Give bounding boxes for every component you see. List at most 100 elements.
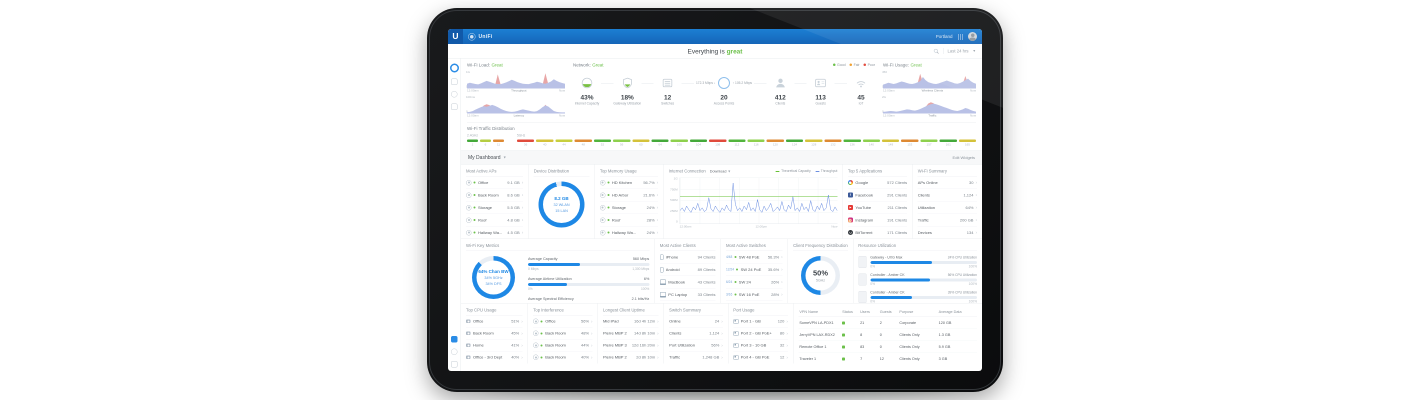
interference-row[interactable]: Office 56% › [533,316,593,328]
switch-summary-row[interactable]: Clients 1,124 › [669,328,723,340]
nav-devices-icon[interactable] [451,91,458,98]
status-dot [473,206,476,209]
chevron-right-icon: › [975,180,977,185]
cpu-row[interactable]: Office - 3rd Dept 40% › [466,352,523,364]
uptime-row[interactable]: Pierre MBP 3 12d 16h 20m › [603,340,659,352]
vpn-name[interactable]: Remote Office 1 [798,341,842,353]
chevron-right-icon: › [657,342,659,348]
channel-segment: 149 [882,139,900,147]
memory-row[interactable]: HD Kitchen 56.7% › [599,177,659,189]
app-icon [847,230,853,235]
chevron-down-icon[interactable]: ▼ [972,49,976,53]
wifi-load-widget: Wi-Fi Load: Great 1G 0 12:00am Throughput N… [466,62,565,118]
client-row[interactable]: Android 89 Clients [659,264,716,276]
app-grid-icon[interactable] [957,33,963,40]
app-row[interactable]: YouTube 211 Clients [847,202,908,214]
uptime-row[interactable]: Pierre MBP 2 2d 8h 10m › [603,354,659,360]
ap-row[interactable]: Hallway Wa... 4.5 GB › [466,227,523,239]
summary-row[interactable]: Clients 1,124 › [917,189,977,202]
nav-logout-icon[interactable] [451,361,458,368]
edit-widgets-button[interactable]: Edit Widgets [952,155,975,160]
person-icon [774,76,787,91]
interference-row[interactable]: Back Room 40% › [533,352,593,364]
vpn-name[interactable]: JerryVPN LAX-RDX2 [798,329,842,341]
client-row[interactable]: PC Laptop 33 Clients [659,289,716,301]
vpn-name[interactable]: Traveler 1 [798,353,841,364]
dashboard-title[interactable]: My Dashboard [468,154,501,161]
nav-dashboard-icon[interactable] [449,63,459,73]
channel-segment: 64 [651,139,669,147]
port-row[interactable]: Port 3 - 10 GB 32 › [733,340,788,352]
summary-row[interactable]: Devices 134 › [917,230,977,235]
wan-download: 172.3 Mbps ↓ [695,81,716,85]
client-row[interactable]: iPhone 94 Clients [659,251,716,264]
uptime-row[interactable]: Pierre MBP 2 14d 8h 10m › [603,328,659,340]
nav-clients-icon[interactable] [451,103,458,110]
nav-chat-icon[interactable] [451,336,458,343]
nav-statistics-icon[interactable] [451,78,458,85]
switch-summary-row[interactable]: Traffic 1,248 GB › [669,354,723,360]
uptime-row[interactable]: Mid iPad 16d 4h 12m › [603,316,659,328]
channel-segment: 140 [862,139,881,147]
col-average-data: Average Data [937,308,977,317]
status-dot [473,219,476,221]
port-count: 6/24 [725,280,733,284]
memory-row[interactable]: Storage 24% › [599,202,659,214]
overview-panel: Wi-Fi Load: Great 1G 0 12:00am Throughput N… [461,59,982,121]
ap-row[interactable]: Office 9.1 GB › [466,177,524,189]
app-row[interactable]: Google 572 Clients [847,177,908,189]
memory-row[interactable]: HD Arbor 21.6% › [599,189,659,202]
chevron-down-icon[interactable]: ▼ [503,155,507,160]
interference-row[interactable]: Back Room 48% › [533,328,593,340]
port-row[interactable]: Port 1 - GB 120 › [733,316,788,328]
summary-row[interactable]: Utilization 64% › [917,202,977,214]
port-count: 12/24 [725,267,735,272]
ap-row[interactable]: Roof 4.8 GB › [466,214,524,227]
status-dot [473,231,476,234]
vpn-purpose: Clients Only [898,341,938,353]
app-row[interactable]: Instagram 191 Clients [847,214,908,227]
memory-row[interactable]: Hallway Wa... 24% › [599,227,658,239]
channel-segment: 60 [632,139,650,147]
widget-client-frequency: Client Frequency Distribution 50% 5GHz [788,239,854,303]
cpu-row[interactable]: Office 51% › [466,316,523,328]
resource-row: Controller - Amber CK 39% CPU Utilization… [858,291,977,303]
channel-segment: 6 [480,139,491,147]
time-range-select[interactable]: Last 24 hrs [947,48,969,54]
search-icon[interactable] [933,48,940,54]
nav-settings-icon[interactable] [451,348,458,355]
memory-row[interactable]: Roof 28% › [599,214,659,227]
ap-row[interactable]: Back Room 8.6 GB › [466,189,524,202]
ap-row[interactable]: Storage 5.5 GB › [466,202,524,214]
summary-row[interactable]: Traffic 200 GB › [917,214,977,227]
switch-row[interactable]: 6/24 SW 24 26% › [725,276,783,289]
interference-row[interactable]: Back Room 44% › [533,340,593,352]
chevron-right-icon: › [657,330,659,336]
summary-row[interactable]: APs Online 30 › [917,177,977,189]
avatar[interactable] [968,32,977,41]
download-dropdown[interactable]: Download ▼ [709,168,731,174]
stat-switches: 12 Switches [654,76,682,107]
vpn-name[interactable]: SomeVPN LA-PDX1 [798,317,842,329]
wifi-usage-status: Great [910,62,922,68]
port-row[interactable]: Port 4 - GB PoE 12 › [733,352,788,364]
port-row[interactable]: Port 2 - GB PoE+ 80 › [733,328,788,340]
chart-caption: Throughput [511,89,527,93]
cpu-row[interactable]: Back Room 45% › [466,328,523,340]
switch-summary-row[interactable]: Port Utilization 56% › [669,340,723,352]
cpu-row[interactable]: Home 41% › [466,340,523,352]
switch-summary-row[interactable]: Online 24 › [669,316,723,328]
switch-row[interactable]: 3/16 SW 16 PoE 28% › [725,289,783,301]
client-row[interactable]: MacBook 43 Clients [659,276,716,289]
band-5ghz: 5GHz 36 40 44 48 52 56 60 64 100 104 108 112 116 120 1… [517,134,977,147]
ap-icon [533,342,539,348]
switch-row[interactable]: 12/24 SW 24 PoE 35.6% › [725,264,783,276]
device-icon [659,291,666,298]
switch-row[interactable]: 4/48 SW 48 PoE 56.3% › [725,251,783,264]
app-row[interactable]: BitTorrent 171 Clients [847,227,907,239]
ubiquiti-logo[interactable]: U [448,29,463,44]
chevron-right-icon: › [591,342,593,348]
ap-icon [466,192,472,198]
site-name[interactable]: Portland [935,34,953,39]
